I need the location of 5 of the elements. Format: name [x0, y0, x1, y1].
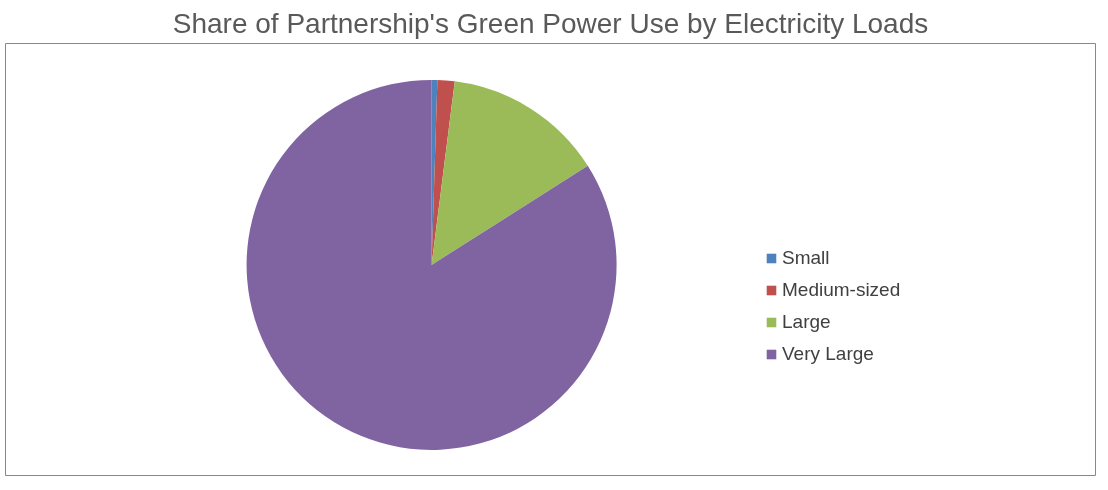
legend-label: Medium-sized [782, 279, 901, 301]
legend-label: Very Large [782, 343, 874, 365]
legend-label: Small [782, 247, 830, 269]
chart-title: Share of Partnership's Green Power Use by Electricity Loads [172, 7, 929, 39]
legend-label: Large [782, 311, 831, 333]
